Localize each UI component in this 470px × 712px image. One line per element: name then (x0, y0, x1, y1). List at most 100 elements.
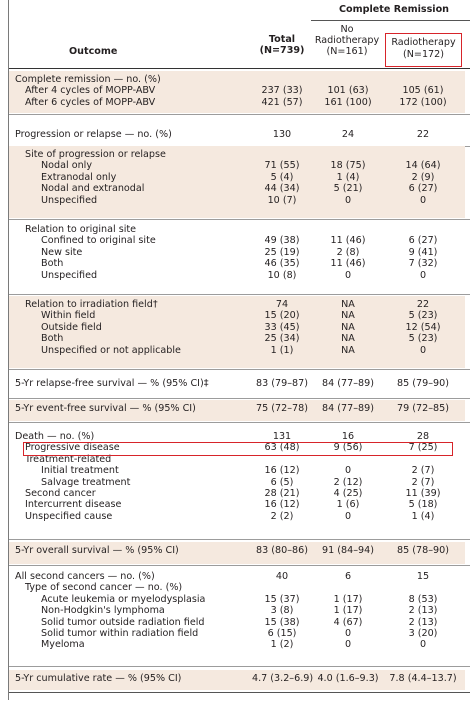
row-label: Unspecified (41, 269, 98, 281)
outcome-header: Outcome (69, 46, 118, 57)
total-cell: 421 (57) (261, 96, 303, 108)
row-label: Death — no. (%) (15, 431, 95, 442)
table-row: 5-Yr relapse-free survival — % (95% CI)‡… (9, 378, 465, 389)
radiotherapy-cell: 22 (416, 129, 430, 140)
total-cell: 83 (80–86) (256, 545, 308, 556)
no-radiotherapy-cell: 0 (344, 269, 352, 281)
radiotherapy-cell: 79 (72–85) (397, 403, 449, 414)
total-cell: 1 (2) (270, 639, 294, 651)
radiotherapy-cell: 7 (25) (408, 442, 438, 454)
row-label: Both (41, 258, 64, 270)
section-divider (9, 565, 470, 566)
no-radiotherapy-cell: NA (341, 344, 355, 356)
radiotherapy-cell: 2 (7) (411, 465, 435, 477)
no-radiotherapy-cell: 11 (46) (330, 235, 366, 247)
total-cell: 28 (21) (264, 487, 300, 499)
table-row: Unspecified or not applicable 1 (1) NA 0 (9, 345, 465, 356)
total-cell: 130 (272, 129, 292, 140)
no-radiotherapy-cell: 11 (46) (330, 258, 366, 270)
table-row: Both 46 (35) 11 (46) 7 (32) (9, 258, 465, 269)
no-radiotherapy-cell: 0 (344, 510, 352, 522)
radiotherapy-cell: 0 (419, 269, 427, 281)
row-label: Unspecified (41, 194, 98, 206)
no-radiotherapy-cell: 2 (12) (333, 476, 363, 488)
radiotherapy-cell: 85 (79–90) (397, 378, 449, 389)
table-row: Outside field 33 (45) NA 12 (54) (9, 322, 465, 333)
total-cell: 131 (272, 431, 292, 442)
radiotherapy-cell: 9 (41) (408, 246, 438, 258)
table-row: Within field 15 (20) NA 5 (23) (9, 310, 465, 321)
no-radiotherapy-cell: NA (341, 310, 355, 322)
section-divider (9, 398, 470, 399)
table-row: Progressive disease 63 (48) 9 (56) 7 (25) (9, 442, 465, 453)
table-row: Death — no. (%) 131 16 28 (9, 431, 465, 442)
row-label: Solid tumor within radiation field (41, 627, 199, 639)
total-cell: 1 (1) (270, 344, 294, 356)
radiotherapy-cell: 0 (419, 194, 427, 206)
row-label: Myeloma (41, 639, 85, 651)
no-radiotherapy-cell: 0 (344, 639, 352, 651)
table-section: Site of progression or relapse Nodal only… (9, 146, 465, 218)
no-radiotherapy-cell: 0 (344, 465, 352, 477)
total-cell: 6 (5) (270, 476, 294, 488)
complete-remission-header: Complete Remission (338, 4, 450, 15)
radiotherapy-cell: 0 (419, 344, 427, 356)
total-cell: 3 (8) (270, 605, 294, 617)
total-cell: 71 (55) (264, 160, 300, 172)
radiotherapy-header-line1: Radiotherapy (391, 37, 456, 48)
row-label: Extranodal only (41, 171, 117, 183)
total-cell: 63 (48) (264, 442, 300, 454)
no-radiotherapy-cell: 1 (17) (333, 605, 363, 617)
section-divider (9, 219, 470, 220)
radiotherapy-cell: 7.8 (4.4–13.7) (389, 673, 457, 684)
no-radiotherapy-cell: 4 (25) (333, 487, 363, 499)
table-row: Solid tumor within radiation field 6 (15)… (9, 628, 465, 639)
row-label: 5-Yr cumulative rate — % (95% CI) (15, 673, 182, 684)
radiotherapy-cell: 12 (54) (405, 321, 441, 333)
radiotherapy-cell: 14 (64) (405, 160, 441, 172)
no-radiotherapy-cell: 9 (56) (333, 442, 363, 454)
table-row: Progression or relapse — no. (%) 130 24 22 (9, 129, 465, 140)
highlight-progressive-disease (23, 442, 453, 456)
row-label: Outside field (41, 321, 102, 333)
total-cell: 40 (275, 571, 289, 582)
table-row: Myeloma 1 (2) 0 0 (9, 639, 465, 650)
table-row: Salvage treatment 6 (5) 2 (12) 2 (7) (9, 477, 465, 488)
row-label: New site (41, 246, 83, 258)
radiotherapy-cell: 6 (27) (408, 183, 438, 195)
no-radiotherapy-header-line1: No (340, 24, 354, 35)
table-row: Second cancer 28 (21) 4 (25) 11 (39) (9, 488, 465, 499)
table-section: All second cancers — no. (%) 40 6 15 Type of… (9, 568, 465, 665)
no-radiotherapy-cell: 4.0 (1.6–9.3) (317, 673, 379, 684)
row-label: After 6 cycles of MOPP-ABV (25, 96, 156, 108)
no-radiotherapy-cell: NA (341, 299, 355, 310)
table-section: Relation to original site Confined to ori… (9, 221, 465, 293)
total-header-line1: Total (268, 34, 296, 45)
total-cell: 2 (2) (270, 510, 294, 522)
radiotherapy-cell: 5 (18) (408, 499, 438, 511)
row-label: Intercurrent disease (25, 499, 122, 511)
radiotherapy-cell: 8 (53) (408, 593, 438, 605)
radiotherapy-cell: 11 (39) (405, 487, 441, 499)
total-cell: 25 (34) (264, 333, 300, 345)
total-header: Total (N=739) (252, 34, 312, 56)
total-cell: 49 (38) (264, 235, 300, 247)
no-radiotherapy-header: No Radiotherapy (N=161) (307, 24, 387, 57)
no-radiotherapy-cell: NA (341, 333, 355, 345)
no-radiotherapy-cell: 1 (17) (333, 593, 363, 605)
row-label: Site of progression or relapse (25, 149, 166, 160)
row-label: Second cancer (25, 487, 96, 499)
table-row: Unspecified cause 2 (2) 0 1 (4) (9, 511, 465, 522)
no-radiotherapy-cell: 2 (8) (336, 246, 360, 258)
table-row: 5-Yr event-free survival — % (95% CI) 75 … (9, 403, 465, 414)
table-row: Site of progression or relapse (9, 149, 465, 160)
table-section: 5-Yr relapse-free survival — % (95% CI)‡… (9, 375, 465, 397)
table-row: Nodal and extranodal 44 (34) 5 (21) 6 (27) (9, 183, 465, 194)
left-rule (8, 0, 9, 700)
section-divider (9, 422, 470, 423)
no-radiotherapy-cell: 6 (344, 571, 352, 582)
table-section: Relation to irradiation field† 74 NA 22 With… (9, 296, 465, 368)
no-radiotherapy-cell: 84 (77–89) (322, 403, 374, 414)
row-label: Nodal only (41, 160, 93, 172)
